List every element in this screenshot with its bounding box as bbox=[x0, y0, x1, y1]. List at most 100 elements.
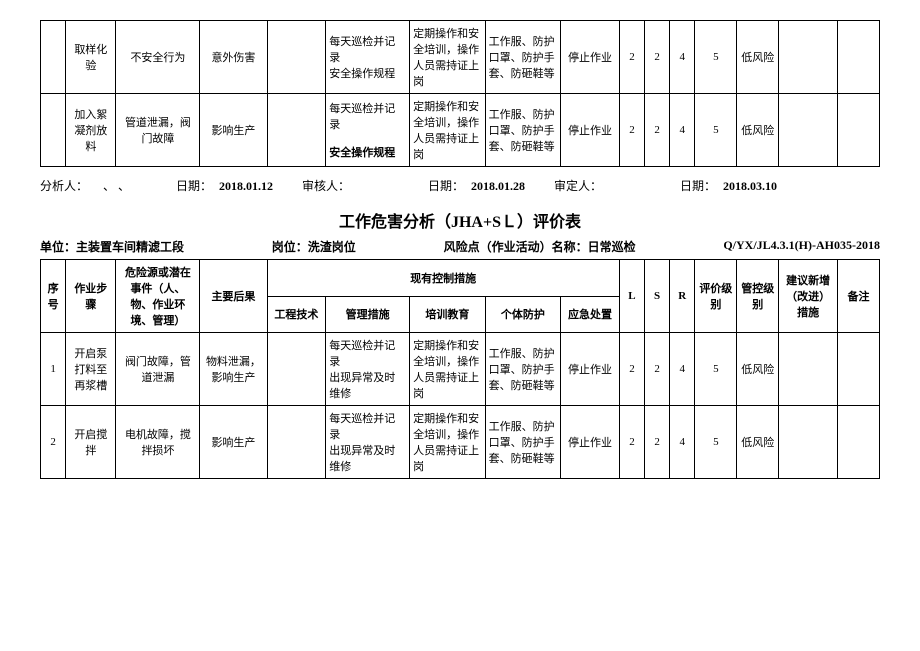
risk-label: 风险点（作业活动）名称： bbox=[444, 240, 588, 254]
cell-suggest bbox=[779, 94, 838, 167]
cell-suggest bbox=[779, 406, 838, 479]
cell-eng bbox=[267, 406, 326, 479]
jha-table: 序号 作业步骤 危险源或潜在事件（人、物、作业环境、管理） 主要后果 现有控制措… bbox=[40, 259, 880, 479]
cell-ctrlLevel: 低风险 bbox=[737, 406, 779, 479]
cell-hazard: 阀门故障，管道泄漏 bbox=[116, 333, 200, 406]
cell-level: 5 bbox=[695, 94, 737, 167]
cell-R: 4 bbox=[670, 333, 695, 406]
top-table: 取样化验不安全行为意外伤害每天巡检并记录安全操作规程定期操作和安全培训，操作人员… bbox=[40, 20, 880, 167]
cell-suggest bbox=[779, 21, 838, 94]
table-row: 加入絮凝剂放料管道泄漏，阀门故障影响生产每天巡检并记录安全操作规程定期操作和安全… bbox=[41, 94, 880, 167]
h-suggest: 建议新增（改进）措施 bbox=[779, 260, 838, 333]
cell-eng bbox=[267, 94, 326, 167]
table-row: 取样化验不安全行为意外伤害每天巡检并记录安全操作规程定期操作和安全培训，操作人员… bbox=[41, 21, 880, 94]
cell-remark bbox=[837, 94, 879, 167]
cell-R: 4 bbox=[670, 21, 695, 94]
h-training: 培训教育 bbox=[410, 296, 486, 333]
table-row: 2 开启搅拌电机故障，搅拌损坏影响生产每天巡检并记录出现异常及时维修定期操作和安全… bbox=[41, 406, 880, 479]
date2: 2018.01.28 bbox=[471, 179, 551, 194]
cell-mgmt: 每天巡检并记录出现异常及时维修 bbox=[326, 333, 410, 406]
cell-consequence: 影响生产 bbox=[200, 406, 267, 479]
cell-step: 加入絮凝剂放料 bbox=[66, 94, 116, 167]
cell-S: 2 bbox=[645, 21, 670, 94]
cell-mgmt: 每天巡检并记录安全操作规程 bbox=[326, 21, 410, 94]
date1-label: 日期： bbox=[176, 177, 216, 194]
cell-seq: 1 bbox=[41, 333, 66, 406]
h-S: S bbox=[645, 260, 670, 333]
cell-seq bbox=[41, 21, 66, 94]
risk: 日常巡检 bbox=[588, 240, 636, 254]
cell-S: 2 bbox=[645, 94, 670, 167]
cell-L: 2 bbox=[619, 333, 644, 406]
cell-emergency: 停止作业 bbox=[561, 333, 620, 406]
signature-row: 分析人： 、 、 日期： 2018.01.12 审核人： 日期： 2018.01… bbox=[40, 177, 880, 194]
unit: 主装置车间精滤工段 bbox=[76, 240, 184, 254]
table-header: 序号 作业步骤 危险源或潜在事件（人、物、作业环境、管理） 主要后果 现有控制措… bbox=[41, 260, 880, 333]
h-ppe: 个体防护 bbox=[485, 296, 561, 333]
cell-emergency: 停止作业 bbox=[561, 21, 620, 94]
cell-step: 开启搅拌 bbox=[66, 406, 116, 479]
cell-mgmt: 每天巡检并记录安全操作规程 bbox=[326, 94, 410, 167]
cell-emergency: 停止作业 bbox=[561, 406, 620, 479]
h-hazard: 危险源或潜在事件（人、物、作业环境、管理） bbox=[116, 260, 200, 333]
cell-training: 定期操作和安全培训，操作人员需持证上岗 bbox=[410, 406, 486, 479]
cell-remark bbox=[837, 406, 879, 479]
h-L: L bbox=[619, 260, 644, 333]
cell-ppe: 工作服、防护口罩、防护手套、防砸鞋等 bbox=[485, 21, 561, 94]
cell-training: 定期操作和安全培训，操作人员需持证上岗 bbox=[410, 94, 486, 167]
date2-label: 日期： bbox=[428, 177, 468, 194]
h-consequence: 主要后果 bbox=[200, 260, 267, 333]
h-mgmt: 管理措施 bbox=[326, 296, 410, 333]
cell-consequence: 影响生产 bbox=[200, 94, 267, 167]
cell-mgmt: 每天巡检并记录出现异常及时维修 bbox=[326, 406, 410, 479]
cell-S: 2 bbox=[645, 333, 670, 406]
cell-step: 取样化验 bbox=[66, 21, 116, 94]
cell-ppe: 工作服、防护口罩、防护手套、防砸鞋等 bbox=[485, 333, 561, 406]
h-seq: 序号 bbox=[41, 260, 66, 333]
date3: 2018.03.10 bbox=[723, 179, 803, 194]
cell-S: 2 bbox=[645, 406, 670, 479]
cell-remark bbox=[837, 21, 879, 94]
cell-L: 2 bbox=[619, 406, 644, 479]
cell-training: 定期操作和安全培训，操作人员需持证上岗 bbox=[410, 333, 486, 406]
post-label: 岗位： bbox=[272, 240, 308, 254]
cell-emergency: 停止作业 bbox=[561, 94, 620, 167]
h-R: R bbox=[670, 260, 695, 333]
cell-eng bbox=[267, 333, 326, 406]
cell-hazard: 电机故障，搅拌损坏 bbox=[116, 406, 200, 479]
post: 洗渣岗位 bbox=[308, 240, 356, 254]
cell-seq bbox=[41, 94, 66, 167]
cell-hazard: 不安全行为 bbox=[116, 21, 200, 94]
h-step: 作业步骤 bbox=[66, 260, 116, 333]
cell-training: 定期操作和安全培训，操作人员需持证上岗 bbox=[410, 21, 486, 94]
cell-step: 开启泵打料至再浆槽 bbox=[66, 333, 116, 406]
meta-row: 单位：主装置车间精滤工段 岗位：洗渣岗位 风险点（作业活动）名称：日常巡检 Q/… bbox=[40, 238, 880, 255]
cell-ctrlLevel: 低风险 bbox=[737, 333, 779, 406]
h-eng: 工程技术 bbox=[267, 296, 326, 333]
cell-level: 5 bbox=[695, 21, 737, 94]
unit-label: 单位： bbox=[40, 240, 76, 254]
cell-L: 2 bbox=[619, 94, 644, 167]
cell-eng bbox=[267, 21, 326, 94]
reviewer-label: 审核人： bbox=[302, 177, 362, 194]
cell-ppe: 工作服、防护口罩、防护手套、防砸鞋等 bbox=[485, 406, 561, 479]
date3-label: 日期： bbox=[680, 177, 720, 194]
cell-hazard: 管道泄漏，阀门故障 bbox=[116, 94, 200, 167]
cell-ctrlLevel: 低风险 bbox=[737, 94, 779, 167]
cell-ppe: 工作服、防护口罩、防护手套、防砸鞋等 bbox=[485, 94, 561, 167]
cell-ctrlLevel: 低风险 bbox=[737, 21, 779, 94]
cell-consequence: 意外伤害 bbox=[200, 21, 267, 94]
cell-level: 5 bbox=[695, 406, 737, 479]
approver-label: 审定人： bbox=[554, 177, 614, 194]
h-controls: 现有控制措施 bbox=[267, 260, 619, 297]
form-title: 工作危害分析（JHA+SＬ）评价表 bbox=[40, 208, 880, 232]
h-emergency: 应急处置 bbox=[561, 296, 620, 333]
cell-consequence: 物料泄漏，影响生产 bbox=[200, 333, 267, 406]
cell-R: 4 bbox=[670, 406, 695, 479]
cell-remark bbox=[837, 333, 879, 406]
h-level: 评价级别 bbox=[695, 260, 737, 333]
h-ctrlLevel: 管控级别 bbox=[737, 260, 779, 333]
date1: 2018.01.12 bbox=[219, 179, 299, 194]
cell-suggest bbox=[779, 333, 838, 406]
cell-level: 5 bbox=[695, 333, 737, 406]
